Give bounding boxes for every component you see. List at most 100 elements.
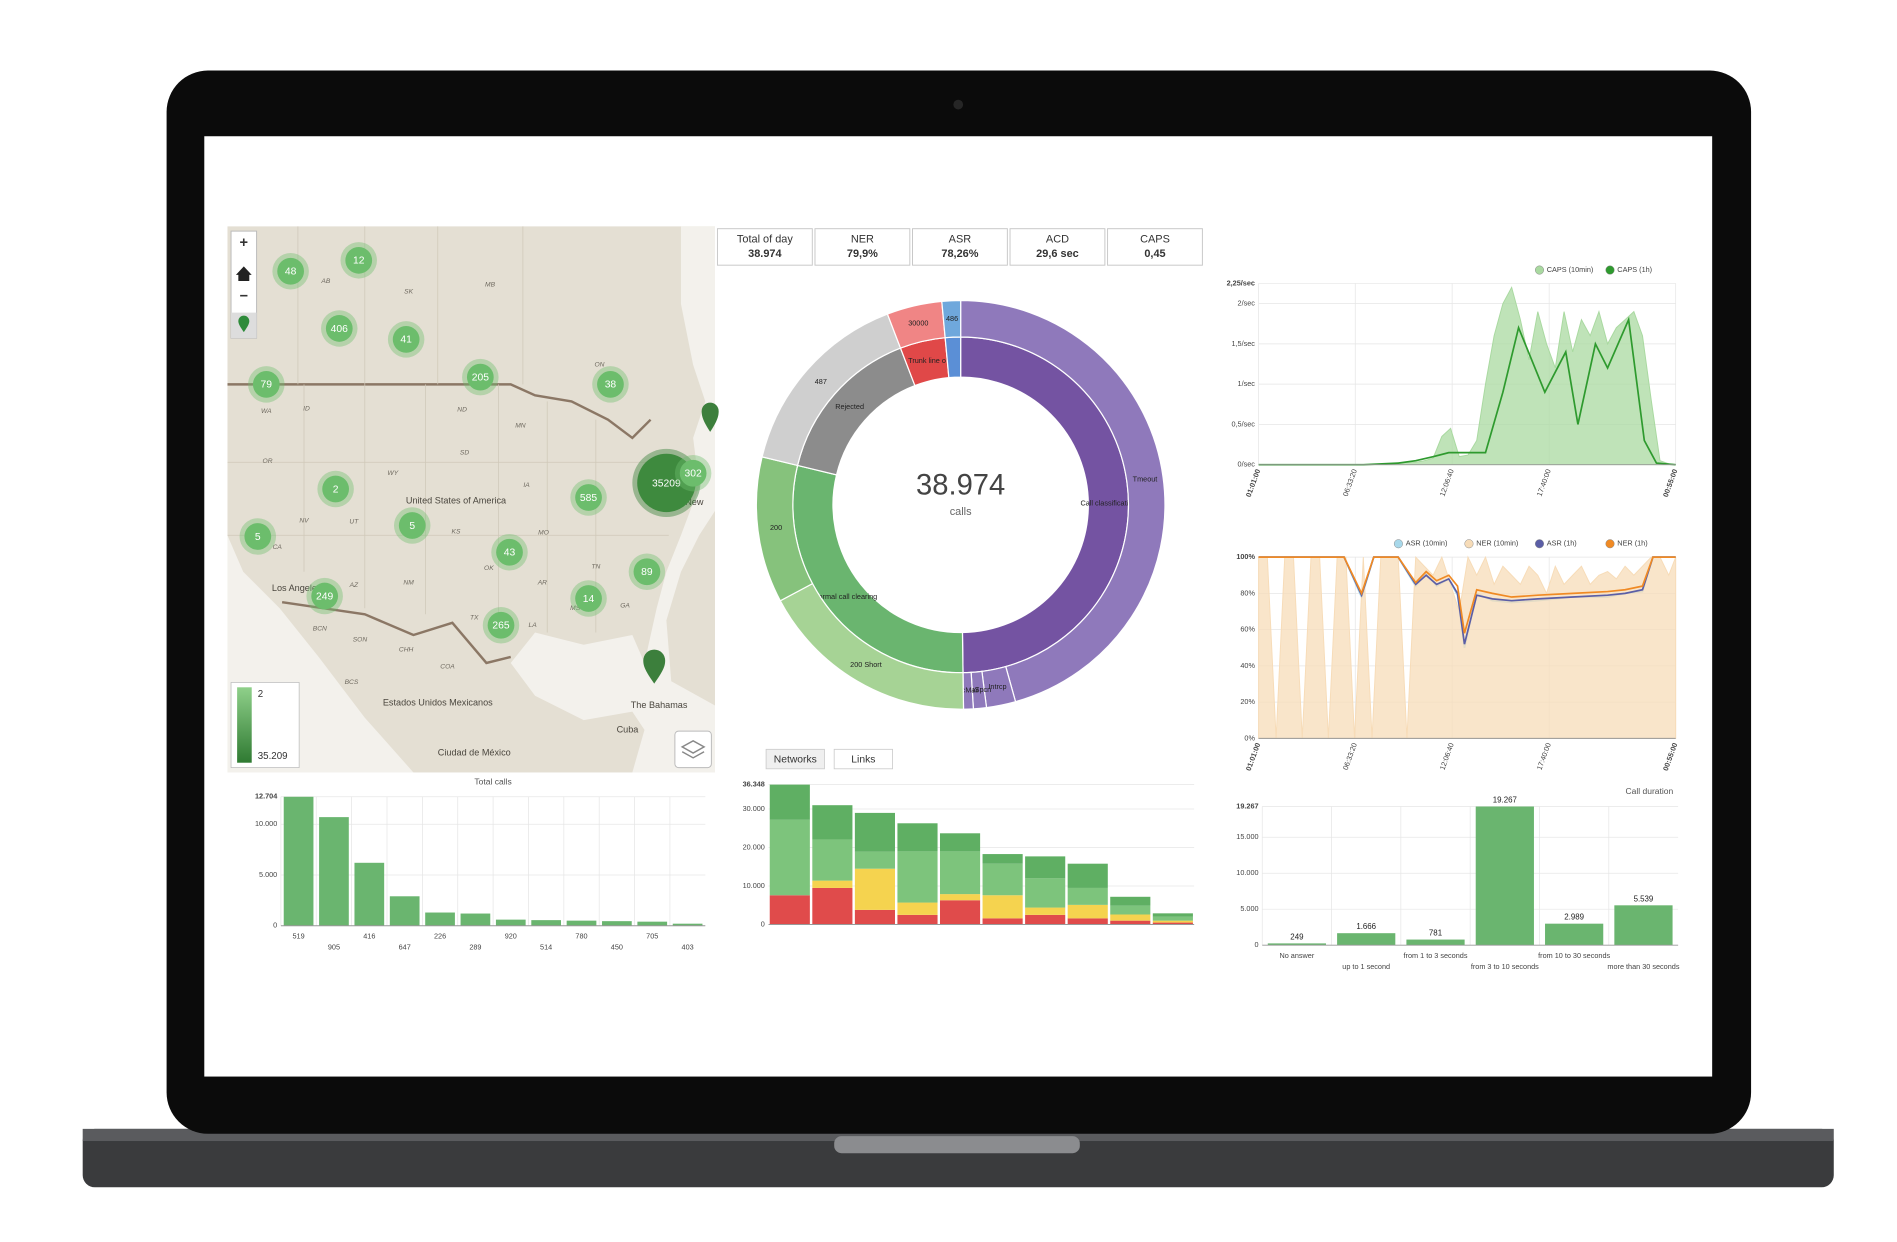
bar-segment <box>1110 920 1151 925</box>
data-label: 19.267 <box>1493 796 1517 805</box>
x-tick-label: 226 <box>434 932 446 941</box>
place-label: ON <box>594 362 604 369</box>
x-tick-label: 514 <box>540 943 552 952</box>
cluster[interactable] <box>345 246 373 274</box>
bar-segment <box>812 839 853 881</box>
cluster[interactable] <box>398 512 426 539</box>
place-label: CA <box>273 544 283 551</box>
slice-label: 200 <box>770 523 782 532</box>
layers-button[interactable] <box>674 730 712 769</box>
bar-segment <box>1067 887 1108 905</box>
bar-segment <box>769 819 810 896</box>
cluster-label: 14 <box>583 594 595 605</box>
line <box>1258 556 1676 634</box>
y-tick-label: 0,5/sec <box>1231 419 1255 428</box>
legend-swatch <box>1534 265 1544 275</box>
tab-label[interactable]: Links <box>851 754 875 765</box>
bar <box>495 919 526 926</box>
home-button[interactable] <box>235 266 252 282</box>
cluster-label: 41 <box>400 335 412 346</box>
y-tick-label: 30.000 <box>743 804 765 813</box>
cluster[interactable] <box>392 326 420 353</box>
bar-segment <box>897 823 938 852</box>
cluster-label: 5 <box>409 521 415 532</box>
cluster-label: 249 <box>316 591 333 602</box>
bar <box>1337 933 1396 946</box>
place-label: OR <box>263 458 273 465</box>
cluster[interactable] <box>597 371 624 398</box>
stat-value: 38.974 <box>748 248 782 260</box>
cluster[interactable] <box>679 459 707 487</box>
tab-label[interactable]: Networks <box>774 754 817 765</box>
y-tick-label: 100% <box>1236 552 1255 561</box>
y-tick-label: 5.000 <box>259 870 277 879</box>
place-label: TX <box>470 615 479 622</box>
legend-gradient <box>237 687 252 763</box>
x-tick-label: 289 <box>469 943 481 952</box>
bar-segment <box>939 851 981 895</box>
bar-segment <box>812 887 853 925</box>
legend-label: CAPS (1h) <box>1617 265 1652 274</box>
area <box>1258 555 1677 739</box>
data-label: 5.539 <box>1634 894 1654 903</box>
cluster-label: 35209 <box>652 478 681 489</box>
cluster[interactable] <box>252 371 280 398</box>
place-label: SK <box>404 289 413 296</box>
x-tick-label: No answer <box>1279 951 1314 960</box>
legend-swatch <box>1605 265 1615 275</box>
stat-box <box>1009 228 1106 266</box>
cluster[interactable] <box>487 611 515 639</box>
y-tick-label: 36.348 <box>743 780 765 789</box>
bar <box>1406 939 1465 946</box>
slice-label: Tmeout <box>1133 475 1158 484</box>
data-label: 1.666 <box>1356 922 1376 931</box>
slice-label: NoSpcn <box>965 685 991 694</box>
place-label: MB <box>485 281 496 288</box>
cluster[interactable] <box>322 475 349 503</box>
y-tick-label: 80% <box>1240 588 1255 597</box>
stat-label: CAPS <box>1140 234 1170 246</box>
cluster[interactable] <box>244 523 272 550</box>
cluster[interactable] <box>466 363 494 391</box>
legend-label: ASR (1h) <box>1547 539 1577 548</box>
y-tick-label: 19.267 <box>1236 801 1258 810</box>
bar-segment <box>1025 907 1066 915</box>
bar-segment <box>982 918 1023 925</box>
legend-label: ASR (10min) <box>1406 539 1448 548</box>
data-label: 781 <box>1429 929 1442 938</box>
place-label: United States of America <box>406 496 507 506</box>
legend-label: CAPS (10min) <box>1547 265 1594 274</box>
zoom-out[interactable]: − <box>240 289 249 305</box>
map-pin <box>643 649 666 684</box>
zoom-in[interactable]: + <box>240 235 249 251</box>
y-tick-label: 2/sec <box>1238 298 1256 307</box>
cluster[interactable] <box>633 558 661 586</box>
tab[interactable] <box>833 748 893 770</box>
border <box>227 383 652 440</box>
bar-segment <box>1152 920 1193 923</box>
state-lines <box>227 226 681 633</box>
cluster[interactable] <box>325 315 353 342</box>
stat-value: 79,9% <box>847 248 878 260</box>
cluster[interactable] <box>575 585 602 612</box>
bar-segment <box>897 914 938 925</box>
x-tick-label: 450 <box>611 943 623 952</box>
bar-segment <box>897 851 938 903</box>
place-label: GA <box>620 603 630 610</box>
cluster[interactable] <box>311 582 339 610</box>
layers-icon <box>680 739 706 759</box>
cluster[interactable] <box>277 257 305 285</box>
chart-title: Call duration <box>1626 786 1674 796</box>
slice-label: Call classification <box>1080 499 1136 508</box>
bar-segment <box>982 854 1023 864</box>
x-tick-label: 705 <box>646 932 658 941</box>
cluster[interactable] <box>575 484 602 511</box>
cluster[interactable] <box>496 538 523 566</box>
slice-label: 200 Short <box>850 660 882 669</box>
stat-box <box>1107 228 1203 266</box>
bar-segment <box>982 895 1023 919</box>
tab[interactable] <box>765 748 825 770</box>
cluster-label: 205 <box>472 372 489 383</box>
bar <box>354 862 385 926</box>
